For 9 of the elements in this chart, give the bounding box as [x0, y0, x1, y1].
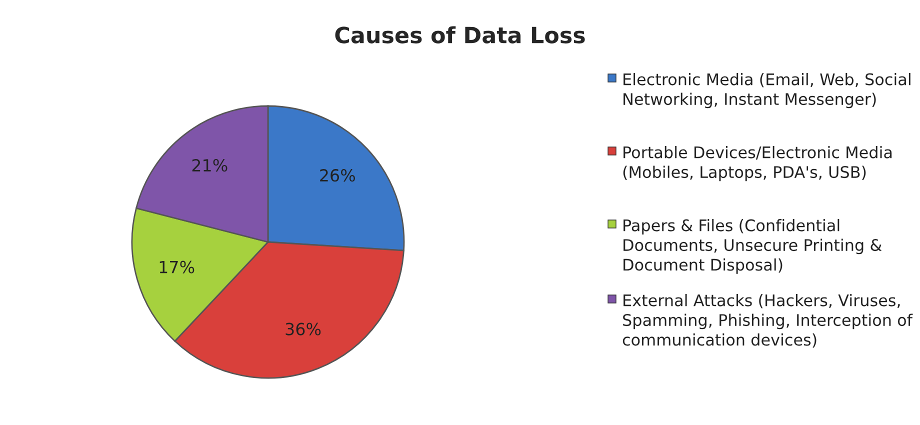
chart-title: Causes of Data Loss [335, 26, 585, 44]
data-label: 36% [286, 322, 321, 336]
legend-label: Electronic Media (Email, Web, Social Networking, Instant Messenger) [624, 73, 910, 108]
data-label: 17% [160, 260, 194, 274]
legend-label: Portable Devices/Electronic Media (Mobiles, Laptops, PDA's, USB) [623, 146, 892, 182]
data-label: 21% [192, 159, 228, 172]
legend-label: External Attacks (Hackers, Viruses, Spamming, Phishing, Interception of communication devices) [622, 294, 913, 348]
legend-label: Papers & Files (Confidential Documents, Unsecure Printing & Document Disposal) [624, 219, 882, 274]
data-label: 26% [320, 169, 355, 182]
